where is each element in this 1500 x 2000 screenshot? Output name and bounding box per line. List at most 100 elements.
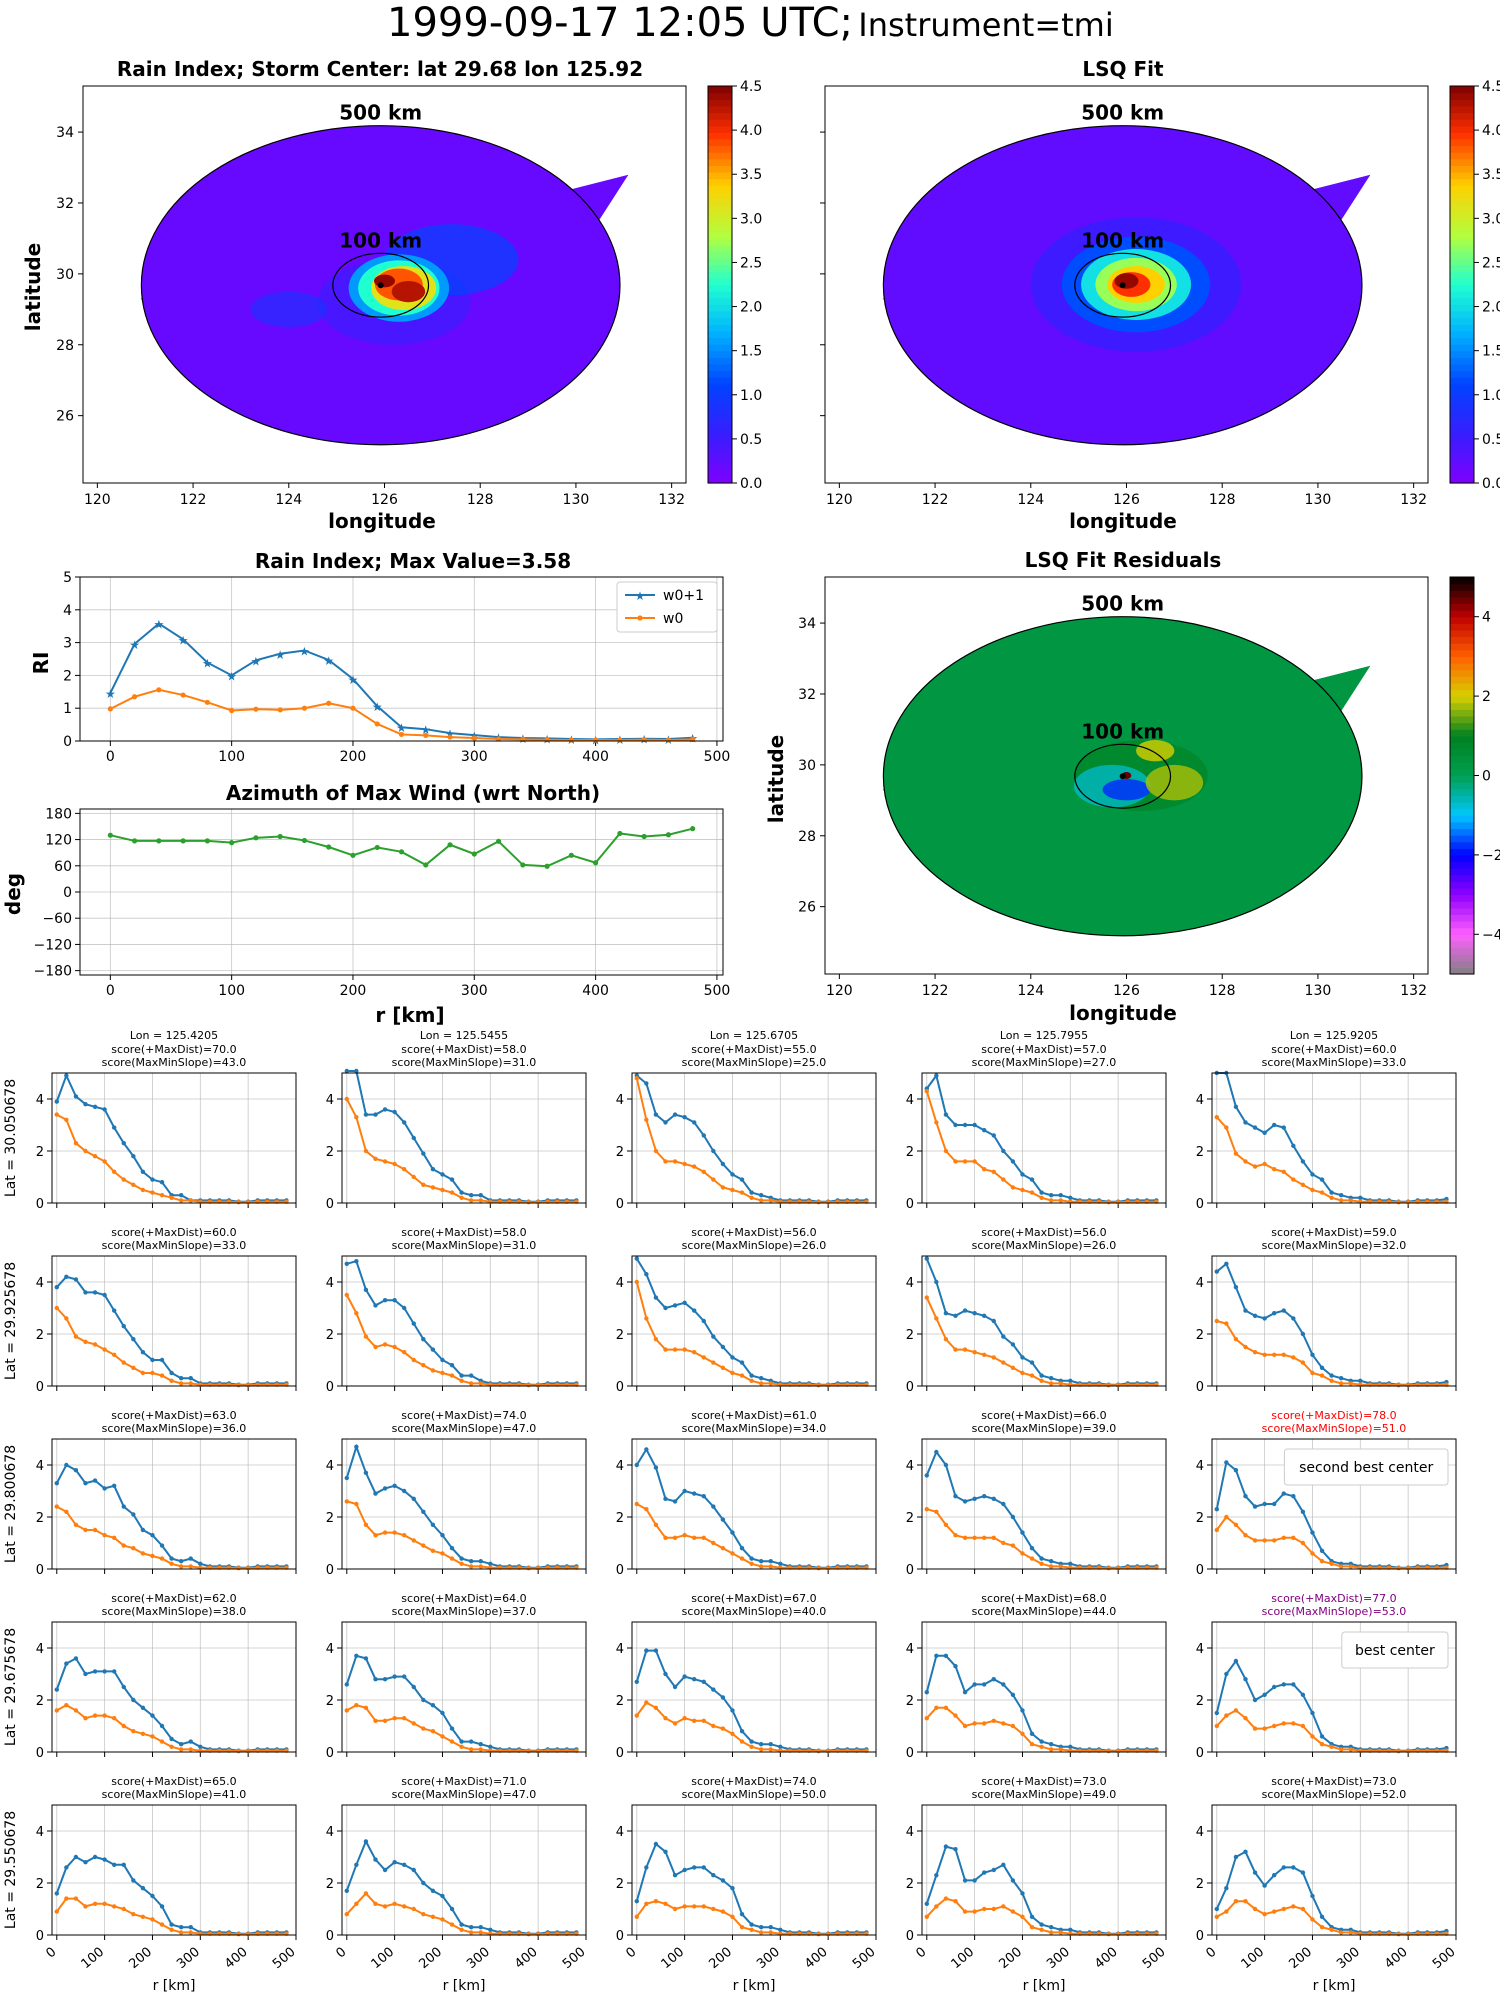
resid-xtick-label: 120: [826, 983, 853, 999]
lsq-colorbar-cell: [1450, 264, 1474, 272]
grid-r4-c3-plot: 0 100 200 300 400 500 0 2 4: [906, 1804, 1169, 1972]
resid-colorbar-cell: [1450, 907, 1474, 916]
resid-colorbar-cell: [1450, 722, 1474, 730]
grid-r2-c0-w0p1-point: [140, 1527, 146, 1533]
grid-r0-c4-w0-point: [1329, 1195, 1334, 1201]
ri-blob: [250, 291, 328, 328]
grid-r4-c1-w0p1-point: [373, 1857, 378, 1862]
grid-r3-c0-w0-point: [64, 1703, 69, 1708]
grid-r0-c4-frame: [1211, 1072, 1457, 1204]
grid-r1-c4-w0-point: [1214, 1318, 1219, 1324]
grid-r4-c4-w0p1-point: [1252, 1870, 1258, 1875]
grid-r4-c4-w0-point: [1281, 1906, 1286, 1912]
lsq-colorbar-tick-label: 0.5: [1482, 432, 1500, 448]
ri-xtick-label: 126: [371, 492, 398, 508]
grid-r3-c2-w0-point: [816, 1749, 821, 1754]
grid-r1-c1-w0-point: [478, 1381, 483, 1386]
ri-colorbar-cell: [708, 132, 732, 140]
ri-colorbar-cell: [708, 152, 732, 160]
grid-r4-c0-w0p1-point: [178, 1925, 184, 1930]
grid-r0-c1-plot: 0 2 4: [326, 1068, 587, 1212]
grid-r3-c1-w0-point: [449, 1739, 455, 1744]
grid-r3-c2-w0-point: [720, 1726, 726, 1731]
grid-r4-c4-w0p1-point: [1243, 1849, 1248, 1855]
ri-profile-ylabel: RI: [29, 652, 53, 675]
grid-r0-c2-w0-point: [653, 1148, 659, 1154]
grid-r3-c0-w0-point: [188, 1747, 193, 1752]
azimuth-azimuth-point: [665, 832, 672, 838]
grid-r4-c2-w0p1-point: [701, 1865, 706, 1870]
grid-r2-c3-w0-point: [1010, 1543, 1016, 1548]
grid-r4-c3-xtick-label: 400: [1092, 1945, 1121, 1972]
resid-colorbar-cell: [1450, 682, 1474, 691]
grid-r1-c2-w0p1-point: [730, 1355, 735, 1360]
grid-r4-c2-w0-point: [672, 1906, 678, 1912]
grid-r4-c2-score-maxminslope: score(MaxMinSlope)=50.0: [682, 1788, 827, 1801]
grid-r2-c4-w0p1-point: [1243, 1494, 1248, 1499]
ri-field: [140, 125, 629, 445]
grid-r1-c0-w0-point: [236, 1383, 241, 1388]
grid-r1-c1-w0p1-point: [344, 1261, 349, 1267]
grid-r3-c2-frame: [631, 1621, 877, 1753]
lsq-colorbar-cell: [1450, 211, 1474, 219]
grid-r2-c0-w0p1-point: [169, 1556, 174, 1561]
ri-colorbar-cell: [708, 383, 732, 391]
ri-xtick-label: 122: [180, 492, 207, 508]
resid-colorbar-cell: [1450, 788, 1474, 796]
grid-r4-c3-ytick-label: 2: [906, 1877, 914, 1892]
grid-r3-c2-w0-point: [634, 1713, 639, 1718]
grid-r1-c1-w0p1-point: [401, 1305, 407, 1311]
lsq-colorbar-cell: [1450, 324, 1474, 332]
azimuth-xtick-label: 0: [106, 983, 115, 999]
grid-r2-c2-ytick-label: 0: [616, 1563, 624, 1578]
grid-r4-c2-plot: 0 100 200 300 400 500 0 2 4: [616, 1804, 879, 1972]
grid-r3-c0-w0-point: [111, 1716, 117, 1721]
grid-r4-c1-w0-point: [373, 1901, 378, 1907]
grid-r0-c1-w0p1-point: [421, 1151, 426, 1156]
grid-r2-c1-w0p1-point: [449, 1546, 455, 1551]
lsq-colorbar-cell: [1450, 251, 1474, 259]
grid-r4-c3-w0-point: [1020, 1914, 1025, 1920]
azimuth-xtick-label: 100: [218, 983, 245, 999]
grid-r1-c0-w0-point: [178, 1381, 184, 1386]
grid-r3-c1-w0p1-point: [344, 1682, 349, 1687]
grid-r3-c4-w0p1-point: [1291, 1682, 1296, 1687]
ri-profile-w0p1-point: ★: [226, 669, 237, 683]
grid-r3-c1-w0p1-point: [373, 1677, 378, 1682]
grid-r2-c4-w0-point: [1281, 1535, 1286, 1541]
grid-r4-c3-ytick-label: 0: [906, 1929, 914, 1944]
grid-r4-c3-w0p1-point: [962, 1878, 968, 1883]
grid-r1-c2-w0p1-point: [739, 1360, 745, 1365]
grid-r3-c4-w0-point: [1233, 1708, 1239, 1713]
grid-r4-c2-w0-point: [701, 1904, 706, 1909]
grid-r0-c4-ytick-label: 2: [1196, 1145, 1204, 1160]
resid-colorbar-cell: [1450, 868, 1474, 876]
grid-r3-c3-plot: 0 2 4: [906, 1621, 1167, 1761]
grid-r1-c3-w0-point: [991, 1355, 996, 1360]
grid-r4-c4-w0-point: [1405, 1932, 1411, 1937]
grid-r2-c1-score-maxminslope: score(MaxMinSlope)=47.0: [392, 1422, 537, 1435]
grid-r0-c4-w0-point: [1405, 1200, 1411, 1205]
grid-r0-c0-w0p1-line: [55, 1072, 287, 1203]
grid-r3-c4-w0-point: [1214, 1723, 1219, 1729]
grid-r3-c3-w0p1-point: [1020, 1708, 1025, 1713]
grid-r1-c2-plot: 0 2 4: [616, 1255, 877, 1395]
grid-r1-c3-series-clip: [924, 1256, 1159, 1388]
grid-r3-c3-w0-point: [1058, 1747, 1063, 1752]
grid-r2-c1-plot: 0 2 4: [326, 1438, 587, 1578]
grid-r4-c1-plot: 0 100 200 300 400 500 0 2 4: [326, 1804, 589, 1972]
grid-r4-c3-w0-point: [953, 1899, 958, 1904]
ri-colorbar-tick-label: 1.0: [740, 388, 762, 404]
resid-colorbar-cell: [1450, 603, 1474, 611]
grid-r0-c1-w0p1-point: [449, 1177, 455, 1182]
grid-r1-c2-w0-point: [672, 1347, 678, 1352]
lsq-map-xlabel: longitude: [1069, 509, 1177, 533]
grid-r4-c4-xtick-label: 300: [1334, 1945, 1363, 1972]
ri-profile-w0-point: [447, 734, 453, 740]
grid-r1-c0-w0-point: [150, 1370, 155, 1376]
grid-r0-c2-frame: [631, 1072, 877, 1204]
grid-r2-c3-w0p1-point: [924, 1473, 929, 1478]
grid-r2-c2-w0-point: [816, 1566, 821, 1571]
resid-colorbar-tick-label: 0: [1482, 769, 1491, 785]
grid-r1-c3-w0p1-point: [1001, 1334, 1006, 1339]
